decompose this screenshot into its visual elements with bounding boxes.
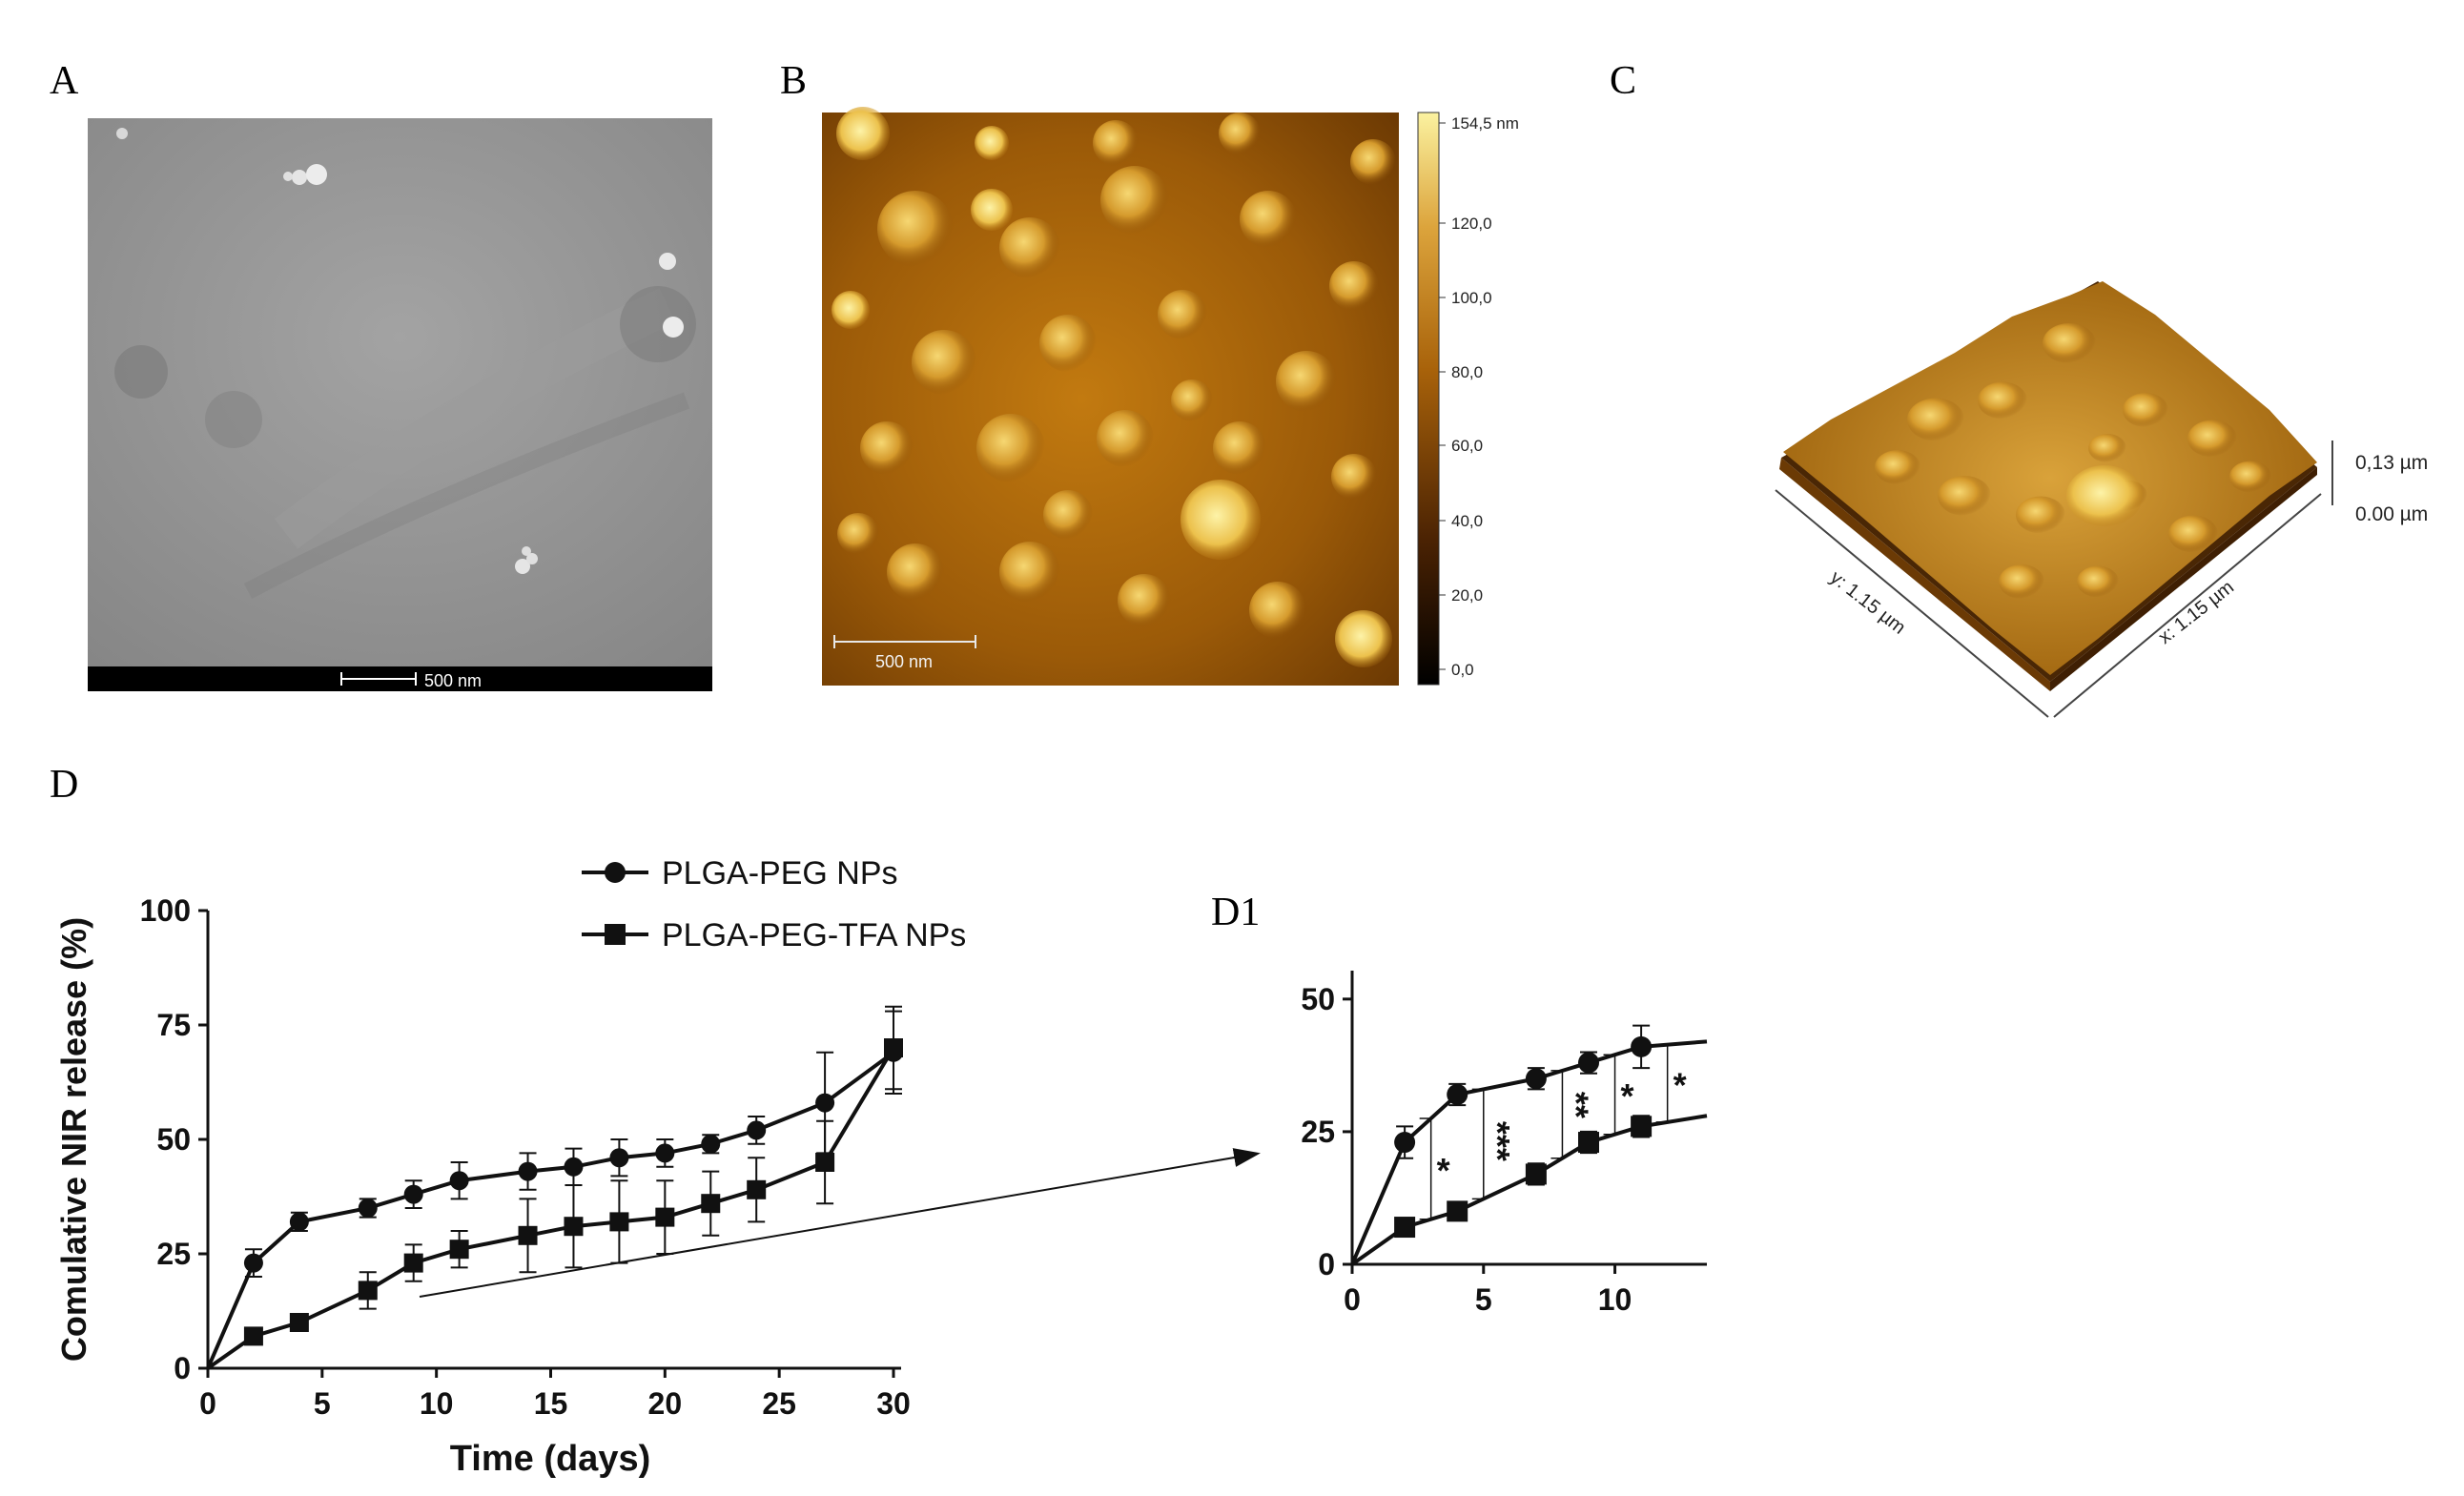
data-point-square <box>747 1179 767 1199</box>
x-tick-label: 10 <box>1598 1282 1632 1317</box>
x-tick-label: 25 <box>762 1386 796 1421</box>
x-tick-label: 0 <box>1344 1282 1361 1317</box>
x-axis-label: Time (days) <box>450 1439 650 1479</box>
tem-scale-label: 500 nm <box>424 671 482 690</box>
data-point-circle <box>1578 1052 1599 1074</box>
panel-letter-b: B <box>780 59 807 103</box>
data-point-square <box>243 1326 263 1346</box>
data-point-circle <box>1525 1068 1547 1090</box>
x-tick-label: 15 <box>534 1386 568 1421</box>
panel-letter-a: A <box>50 59 79 103</box>
afm3d-z-top: 0,13 µm <box>2355 452 2428 474</box>
data-point-square <box>403 1253 423 1273</box>
data-point-circle <box>518 1161 538 1181</box>
x-tick-label: 10 <box>420 1386 454 1421</box>
data-point-circle <box>289 1212 309 1232</box>
data-point-circle <box>815 1093 835 1113</box>
x-tick-label: 20 <box>648 1386 683 1421</box>
data-point-square <box>1525 1163 1547 1185</box>
significance-label: * <box>1673 1065 1687 1104</box>
significance-label: *** <box>1478 1121 1517 1161</box>
series-line <box>206 1051 895 1369</box>
afm3d-y-axis-label: y: 1.15 µm <box>1826 567 1909 639</box>
data-point-circle <box>1631 1035 1653 1057</box>
significance-bracket <box>1603 1054 1616 1136</box>
data-point-square <box>289 1313 309 1332</box>
significance-label: * <box>1621 1076 1634 1116</box>
data-point-square <box>1447 1200 1468 1222</box>
colorbar-tick-label: 120,0 <box>1451 215 1492 233</box>
afm-colorbar <box>1417 112 1440 686</box>
release-chart: 0 5 10 15 20 25 30 0 25 50 75 100 Time (days) Comulat… <box>54 855 966 1479</box>
legend-marker-square <box>605 924 626 945</box>
y-tick-label: 50 <box>156 1122 191 1157</box>
significance-bracket <box>1550 1070 1564 1159</box>
afm-height-map <box>822 107 1399 686</box>
data-point-square <box>655 1207 675 1227</box>
data-point-square <box>518 1225 538 1245</box>
significance-label: ** <box>1556 1092 1595 1118</box>
data-point-square <box>609 1212 629 1232</box>
colorbar-tick-label: 100,0 <box>1451 289 1492 307</box>
data-point-square <box>1578 1132 1599 1154</box>
afm3d-z-bottom: 0.00 µm <box>2355 503 2428 525</box>
y-tick-label: 25 <box>1301 1115 1335 1149</box>
afm-3d-surface <box>1775 281 2333 718</box>
tem-image <box>88 118 712 691</box>
data-point-square <box>815 1153 835 1172</box>
y-axis-label: Comulative NIR release (%) <box>54 917 93 1362</box>
colorbar-tick-label: 60,0 <box>1451 437 1483 455</box>
significance-bracket <box>1471 1088 1485 1200</box>
y-tick-label: 100 <box>140 893 191 928</box>
y-tick-label: 75 <box>156 1008 191 1042</box>
legend-label: PLGA-PEG-TFA NPs <box>662 917 966 953</box>
x-tick-label: 30 <box>876 1386 911 1421</box>
colorbar-tick-label: 80,0 <box>1451 363 1483 381</box>
data-point-square <box>358 1281 378 1301</box>
x-tick-label: 5 <box>314 1386 331 1421</box>
data-point-circle <box>701 1134 721 1154</box>
colorbar-tick-label: 154,5 nm <box>1451 114 1519 133</box>
panel-letter-d: D <box>50 763 78 807</box>
significance-bracket <box>1419 1117 1432 1220</box>
afm-scale-label: 500 nm <box>875 652 933 671</box>
x-tick-label: 0 <box>199 1386 216 1421</box>
data-point-square <box>1394 1217 1416 1239</box>
x-tick-label: 5 <box>1475 1282 1492 1317</box>
significance-label: * <box>1437 1151 1450 1190</box>
data-point-circle <box>1447 1083 1468 1105</box>
panel-letter-c: C <box>1610 59 1636 103</box>
data-point-square <box>1631 1116 1653 1137</box>
afm-colorbar-labels: 154,5 nm 120,0 100,0 80,0 60,0 40,0 20,0 0,0 <box>1439 114 1519 679</box>
colorbar-tick-label: 0,0 <box>1451 661 1474 679</box>
data-point-circle <box>564 1157 584 1177</box>
zoom-arrow <box>419 1148 1261 1298</box>
colorbar-tick-label: 20,0 <box>1451 586 1483 605</box>
data-point-circle <box>655 1143 675 1163</box>
data-point-square <box>449 1240 469 1260</box>
data-point-circle <box>243 1253 263 1273</box>
data-point-square <box>884 1038 903 1057</box>
data-point-circle <box>747 1120 767 1140</box>
y-tick-label: 50 <box>1301 982 1335 1016</box>
data-point-circle <box>1394 1132 1416 1154</box>
significance-bracket <box>1655 1043 1669 1123</box>
legend-label: PLGA-PEG NPs <box>662 855 898 891</box>
legend-marker-circle <box>605 862 626 883</box>
data-point-square <box>701 1194 721 1214</box>
data-point-square <box>564 1217 584 1237</box>
y-tick-label: 25 <box>156 1237 191 1271</box>
y-tick-label: 0 <box>174 1351 191 1385</box>
series-line <box>206 1046 895 1370</box>
y-tick-label: 0 <box>1318 1247 1335 1281</box>
data-point-circle <box>449 1171 469 1191</box>
colorbar-tick-label: 40,0 <box>1451 512 1483 530</box>
data-point-circle <box>609 1148 629 1168</box>
panel-letter-d1: D1 <box>1211 891 1260 934</box>
data-point-circle <box>358 1199 378 1218</box>
data-point-circle <box>403 1184 423 1204</box>
